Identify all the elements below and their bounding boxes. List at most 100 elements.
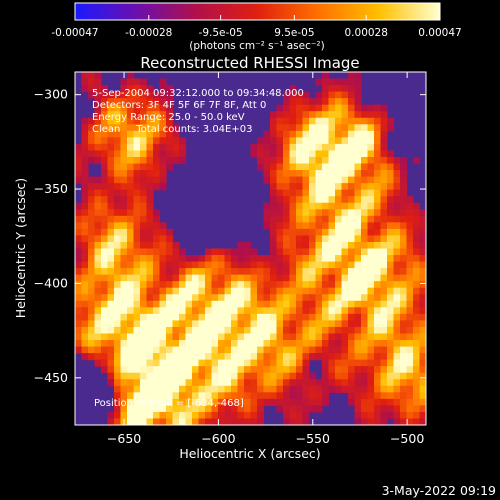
heatmap-cell (179, 281, 187, 289)
heatmap-cell (120, 353, 128, 361)
heatmap-cell (354, 117, 362, 125)
heatmap-cell (127, 359, 135, 367)
heatmap-cell (159, 248, 167, 256)
heatmap-cell (289, 313, 297, 322)
heatmap-cell (211, 294, 219, 302)
heatmap-cell (185, 418, 193, 425)
heatmap-cell (211, 248, 219, 256)
heatmap-cell (88, 91, 96, 99)
heatmap-cell (315, 176, 323, 184)
heatmap-cell (328, 359, 336, 367)
heatmap-cell (211, 392, 219, 400)
heatmap-cell (114, 222, 122, 230)
heatmap-cell (400, 248, 408, 256)
heatmap-cell (218, 255, 226, 263)
heatmap-cell (140, 274, 148, 282)
heatmap-cell (283, 170, 291, 178)
heatmap-cell (309, 117, 317, 125)
heatmap-cell (361, 209, 369, 217)
heatmap-cell (211, 405, 219, 413)
heatmap-cell (263, 287, 271, 295)
heatmap-cell (257, 346, 265, 354)
heatmap-cell (380, 143, 388, 152)
heatmap-cell (127, 418, 135, 425)
heatmap-cell (101, 85, 109, 93)
heatmap-cell (270, 183, 278, 191)
heatmap-cell (166, 261, 174, 269)
heatmap-cell (166, 313, 174, 322)
heatmap-cell (302, 294, 310, 302)
heatmap-cell (309, 176, 317, 184)
heatmap-cell (400, 346, 408, 354)
heatmap-cell (309, 150, 317, 158)
heatmap-cell (133, 98, 141, 106)
heatmap-cell (153, 209, 161, 217)
heatmap-cell (361, 228, 369, 237)
heatmap-cell (140, 366, 148, 374)
heatmap-cell (146, 117, 154, 125)
heatmap-cell (127, 320, 135, 328)
heatmap-cell (153, 150, 161, 158)
heatmap-cell (185, 320, 193, 328)
heatmap-cell (133, 241, 141, 250)
heatmap-cell (283, 98, 291, 106)
heatmap-cell (289, 235, 297, 243)
heatmap-cell (237, 241, 245, 250)
heatmap-cell (140, 255, 148, 263)
heatmap-cell (146, 196, 154, 204)
heatmap-cell (101, 359, 109, 367)
heatmap-cell (146, 130, 154, 138)
heatmap-cell (393, 268, 401, 276)
heatmap-cell (309, 255, 317, 263)
heatmap-cell (179, 294, 187, 302)
heatmap-cell (315, 320, 323, 328)
heatmap-cell (88, 287, 96, 295)
heatmap-cell (120, 379, 128, 387)
heatmap-cell (393, 183, 401, 191)
heatmap-cell (146, 320, 154, 328)
heatmap-cell (380, 130, 388, 138)
heatmap-cell (185, 294, 193, 302)
heatmap-cell (348, 163, 356, 171)
heatmap-cell (322, 274, 330, 282)
heatmap-cell (120, 411, 128, 420)
heatmap-cell (127, 130, 135, 138)
heatmap-cell (120, 255, 128, 263)
heatmap-cell (257, 143, 265, 152)
heatmap-cell (153, 124, 161, 132)
heatmap-cell (127, 294, 135, 302)
heatmap-cell (283, 281, 291, 289)
heatmap-cell (146, 405, 154, 413)
heatmap-cell (198, 340, 206, 348)
heatmap-cell (179, 392, 187, 400)
heatmap-cell (101, 170, 109, 178)
heatmap-cell (322, 320, 330, 328)
heatmap-cell (270, 333, 278, 341)
heatmap-cell (166, 320, 174, 328)
heatmap-cell (133, 124, 141, 132)
heatmap-cell (88, 340, 96, 348)
heatmap-cell (146, 143, 154, 152)
heatmap-cell (179, 333, 187, 341)
heatmap-cell (127, 411, 135, 420)
heatmap-cell (276, 392, 284, 400)
heatmap-cell (146, 326, 154, 335)
heatmap-cell (179, 346, 187, 354)
heatmap-cell (341, 196, 349, 204)
heatmap-cell (322, 228, 330, 237)
heatmap-cell (101, 104, 109, 112)
heatmap-cell (270, 346, 278, 354)
heatmap-cell (172, 405, 180, 413)
heatmap-cell (393, 353, 401, 361)
heatmap-cell (172, 261, 180, 269)
heatmap-cell (146, 411, 154, 420)
heatmap-cell (75, 255, 83, 263)
heatmap-cell (354, 156, 362, 165)
heatmap-cell (367, 405, 375, 413)
heatmap-cell (419, 222, 426, 230)
heatmap-cell (315, 307, 323, 315)
heatmap-cell (127, 85, 135, 93)
heatmap-cell (250, 248, 258, 256)
heatmap-cell (231, 287, 239, 295)
heatmap-cell (276, 222, 284, 230)
